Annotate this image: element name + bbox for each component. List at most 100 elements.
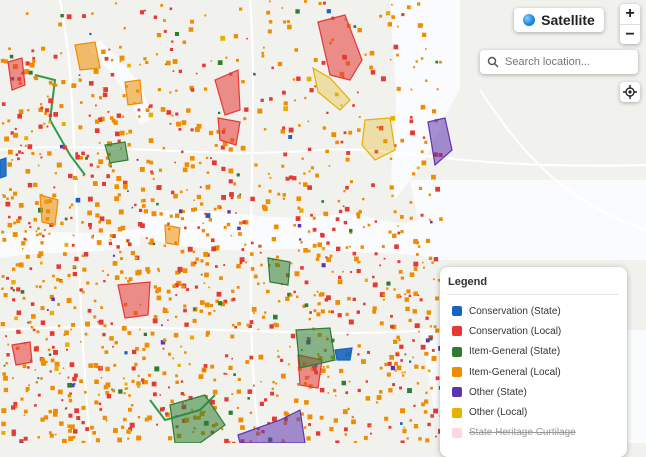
zoom-out[interactable]: − xyxy=(620,24,640,44)
legend-item[interactable]: Conservation (Local) xyxy=(448,321,619,341)
legend-swatch xyxy=(452,427,462,438)
parcel xyxy=(56,264,61,269)
parcel xyxy=(413,404,416,407)
parcel xyxy=(282,193,286,197)
parcel xyxy=(277,192,281,196)
parcel xyxy=(409,119,414,124)
parcel xyxy=(131,366,136,371)
parcel xyxy=(36,227,40,230)
parcel xyxy=(2,237,7,242)
parcel xyxy=(108,241,113,246)
parcel xyxy=(54,172,57,175)
parcel xyxy=(312,216,316,220)
legend-item[interactable]: Item-General (State) xyxy=(448,342,619,362)
parcel xyxy=(369,432,372,435)
parcel xyxy=(38,285,42,289)
parcel xyxy=(383,139,388,144)
parcel xyxy=(400,440,405,443)
parcel xyxy=(235,212,237,214)
parcel xyxy=(147,373,151,377)
parcel xyxy=(238,232,242,236)
parcel xyxy=(389,157,393,161)
parcel xyxy=(73,306,77,310)
parcel xyxy=(315,173,320,178)
parcel xyxy=(364,53,367,56)
parcel xyxy=(160,340,166,345)
parcel xyxy=(102,415,107,420)
parcel xyxy=(123,392,126,395)
parcel xyxy=(22,296,26,300)
parcel xyxy=(298,182,301,185)
parcel xyxy=(231,393,234,395)
parcel xyxy=(81,440,86,443)
legend-item[interactable]: State Heritage Curtilage xyxy=(448,423,619,443)
legend-item[interactable]: Other (Local) xyxy=(448,402,619,422)
parcel xyxy=(277,300,281,303)
parcel xyxy=(413,66,416,69)
search-input[interactable] xyxy=(505,56,630,68)
parcel xyxy=(435,328,440,333)
parcel xyxy=(97,117,103,122)
parcel xyxy=(60,221,64,226)
parcel xyxy=(399,295,402,298)
parcel xyxy=(192,250,196,254)
parcel xyxy=(204,14,207,17)
parcel xyxy=(243,117,247,121)
parcel xyxy=(287,363,291,366)
parcel xyxy=(313,58,318,62)
parcel xyxy=(418,437,422,441)
parcel xyxy=(175,380,179,384)
legend-item[interactable]: Other (State) xyxy=(448,382,619,402)
parcel xyxy=(257,328,260,331)
parcel xyxy=(38,207,43,213)
legend-item[interactable]: Conservation (State) xyxy=(448,301,619,321)
parcel xyxy=(9,188,12,191)
legend-item[interactable]: Item-General (Local) xyxy=(448,362,619,382)
parcel xyxy=(350,271,353,274)
parcel xyxy=(262,46,265,49)
parcel xyxy=(3,364,6,367)
parcel xyxy=(141,204,146,208)
parcel xyxy=(320,373,322,375)
parcel xyxy=(177,266,183,272)
parcel xyxy=(300,266,304,270)
parcel xyxy=(1,275,5,278)
parcel xyxy=(251,307,257,312)
zoom-in[interactable]: + xyxy=(625,5,635,22)
parcel xyxy=(150,331,155,336)
parcel xyxy=(115,2,118,5)
parcel xyxy=(322,365,325,368)
parcel xyxy=(221,194,226,200)
parcel xyxy=(182,40,187,45)
parcel xyxy=(184,322,189,327)
parcel xyxy=(205,333,209,337)
parcel xyxy=(337,313,342,318)
parcel xyxy=(85,321,90,327)
legend-label: Item-General (State) xyxy=(469,346,561,358)
parcel xyxy=(408,318,412,323)
search-icon xyxy=(487,56,499,68)
parcel xyxy=(244,243,247,246)
parcel xyxy=(147,242,150,245)
parcel xyxy=(3,387,9,393)
map[interactable] xyxy=(0,0,646,443)
parcel xyxy=(415,60,418,63)
parcel xyxy=(416,2,421,6)
satellite-button[interactable]: Satellite xyxy=(514,8,604,32)
parcel xyxy=(145,267,150,272)
parcel xyxy=(113,363,117,367)
parcel xyxy=(193,199,195,202)
parcel xyxy=(110,72,115,77)
parcel xyxy=(378,390,383,394)
parcel xyxy=(400,138,405,143)
parcel xyxy=(174,283,179,288)
parcel xyxy=(70,424,75,430)
parcel xyxy=(236,285,240,289)
parcel xyxy=(316,253,321,258)
parcel xyxy=(430,386,433,390)
parcel xyxy=(27,321,29,324)
parcel xyxy=(401,374,405,377)
parcel xyxy=(10,196,14,200)
locate-button[interactable] xyxy=(620,82,640,102)
parcel xyxy=(1,430,6,435)
